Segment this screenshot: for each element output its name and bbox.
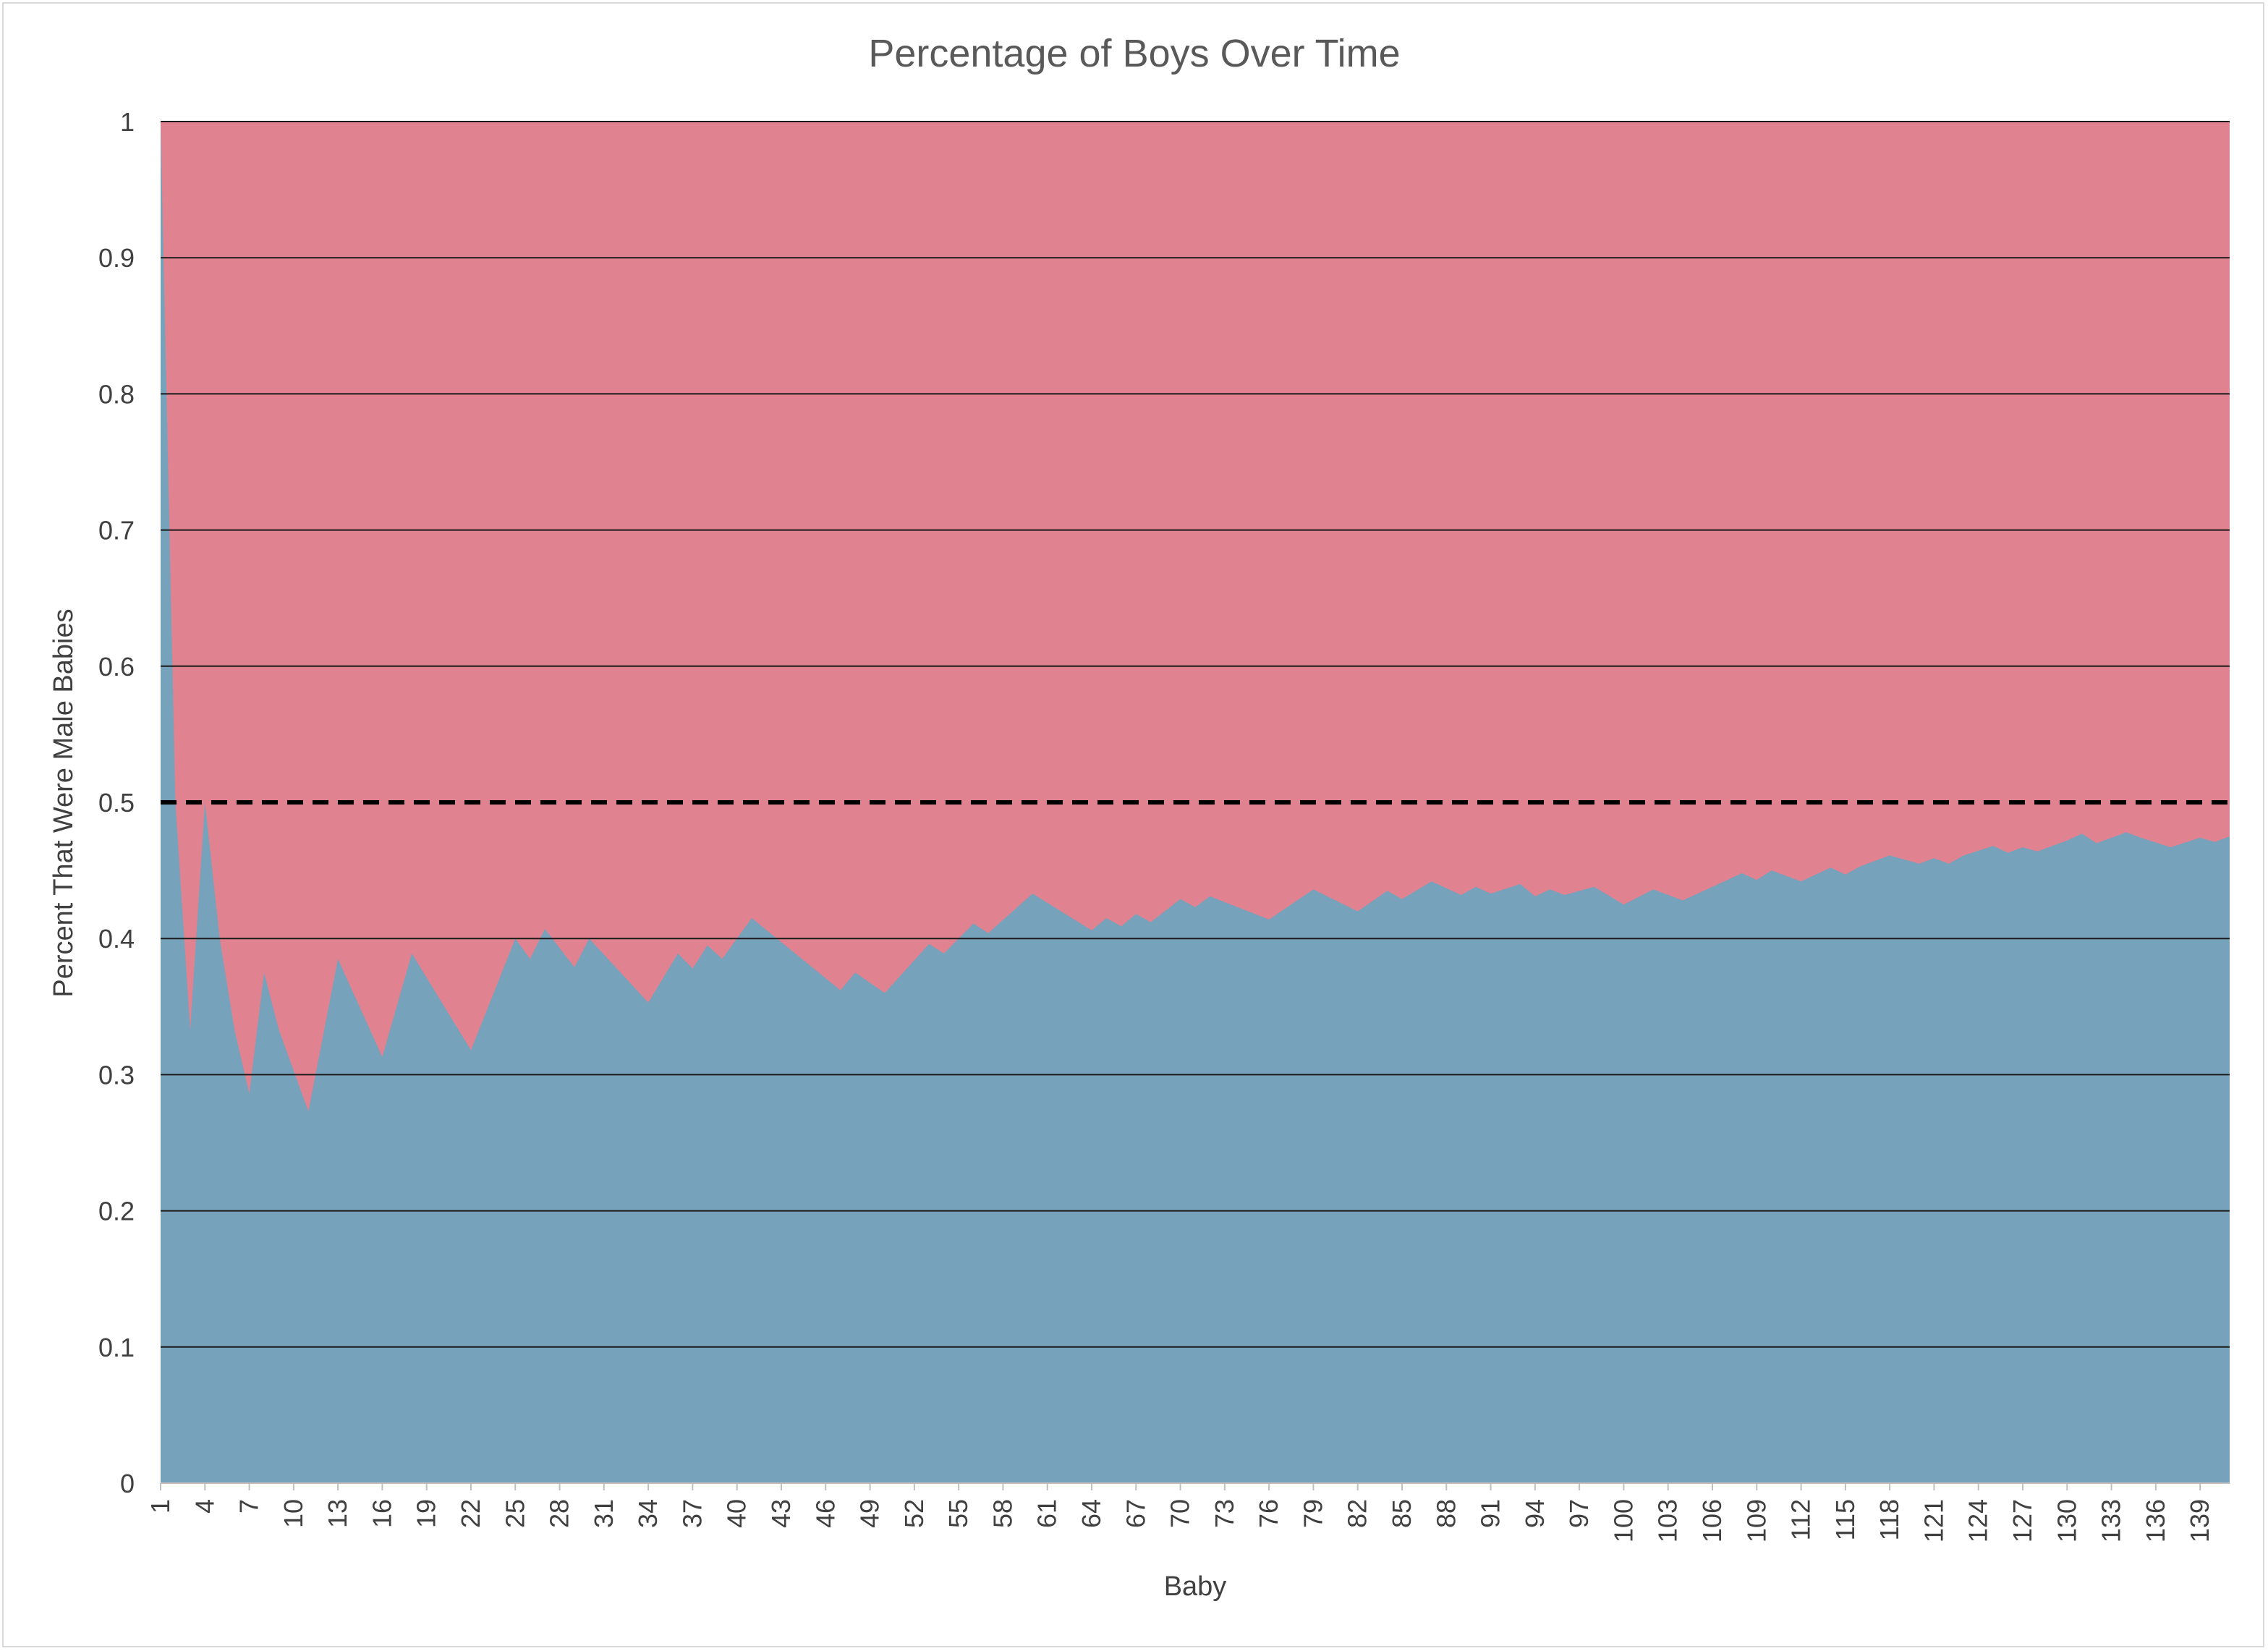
- x-tick-label: 79: [1298, 1499, 1328, 1528]
- x-tick-label: 22: [456, 1499, 485, 1528]
- x-tick-label: 13: [323, 1499, 352, 1528]
- y-tick-label: 0.4: [98, 924, 135, 954]
- y-tick-label: 0.3: [98, 1060, 135, 1090]
- x-tick-label: 88: [1431, 1499, 1461, 1528]
- x-tick-label: 61: [1032, 1499, 1062, 1528]
- x-tick-label: 118: [1874, 1499, 1904, 1540]
- x-tick-label: 109: [1741, 1499, 1771, 1542]
- x-tick-label: 37: [677, 1499, 707, 1528]
- x-tick-label: 97: [1564, 1499, 1594, 1528]
- y-tick-label: 0: [120, 1469, 135, 1498]
- x-tick-label: 40: [722, 1499, 752, 1528]
- y-tick-label: 0.9: [98, 243, 135, 273]
- x-tick-label: 85: [1387, 1499, 1417, 1528]
- y-tick-label: 0.7: [98, 516, 135, 546]
- area-series-boys: [161, 122, 2230, 1483]
- y-tick-label: 0.5: [98, 788, 135, 818]
- x-tick-label: 25: [500, 1499, 530, 1528]
- x-tick-label: 127: [2008, 1499, 2037, 1542]
- x-tick-label: 73: [1210, 1499, 1239, 1528]
- x-tick-label: 46: [810, 1499, 840, 1528]
- y-tick-label: 0.2: [98, 1197, 135, 1226]
- x-tick-label: 100: [1608, 1499, 1638, 1542]
- y-tick-label: 0.1: [98, 1333, 135, 1362]
- x-tick-label: 64: [1076, 1499, 1106, 1528]
- x-tick-label: 136: [2141, 1499, 2170, 1542]
- x-tick-label: 112: [1786, 1499, 1816, 1540]
- x-tick-label: 106: [1697, 1499, 1727, 1542]
- x-tick-label: 4: [190, 1499, 219, 1514]
- y-tick-label: 0.8: [98, 379, 135, 409]
- x-tick-label: 82: [1343, 1499, 1372, 1528]
- x-tick-label: 76: [1254, 1499, 1283, 1528]
- x-tick-label: 7: [234, 1499, 264, 1514]
- x-tick-label: 31: [589, 1499, 619, 1528]
- x-tick-label: 103: [1653, 1499, 1683, 1542]
- x-tick-label: 94: [1520, 1499, 1550, 1528]
- y-tick-label: 1: [120, 107, 135, 137]
- y-axis-ticks: 0 0.1 0.2 0.3 0.4 0.5 0.6 0.7 0.8 0.9 1: [98, 107, 135, 1498]
- x-tick-label: 58: [988, 1499, 1017, 1528]
- x-axis-ticks: 1 4 7 10 13 16 19 22 25 28 31 34 37 40 43 46 49 52 55 58 61 6…: [145, 1482, 2230, 1542]
- x-tick-label: 19: [412, 1499, 441, 1528]
- x-tick-label: 28: [545, 1499, 574, 1528]
- y-axis-label: Percent That Were Male Babies: [48, 608, 79, 997]
- x-axis-label: Baby: [1164, 1571, 1227, 1602]
- x-tick-label: 67: [1121, 1499, 1150, 1528]
- x-tick-label: 91: [1476, 1499, 1505, 1528]
- x-tick-label: 121: [1919, 1499, 1948, 1542]
- x-tick-label: 43: [766, 1499, 796, 1528]
- x-tick-label: 52: [899, 1499, 929, 1528]
- x-tick-label: 130: [2052, 1499, 2081, 1542]
- x-tick-label: 115: [1830, 1499, 1860, 1540]
- chart-title: Percentage of Boys Over Time: [868, 32, 1400, 75]
- gridlines: [161, 121, 2230, 1348]
- y-tick-label: 0.6: [98, 652, 135, 682]
- x-tick-label: 70: [1165, 1499, 1195, 1528]
- x-tick-label: 133: [2097, 1499, 2126, 1542]
- x-tick-label: 124: [1963, 1499, 1993, 1542]
- x-tick-label: 139: [2185, 1499, 2214, 1542]
- x-tick-label: 16: [367, 1499, 396, 1528]
- plot-areas: [161, 122, 2230, 1483]
- x-tick-label: 10: [279, 1499, 308, 1528]
- x-tick-label: 1: [145, 1499, 175, 1514]
- x-tick-label: 34: [633, 1499, 663, 1528]
- x-tick-label: 55: [943, 1499, 973, 1528]
- x-tick-label: 49: [855, 1499, 885, 1528]
